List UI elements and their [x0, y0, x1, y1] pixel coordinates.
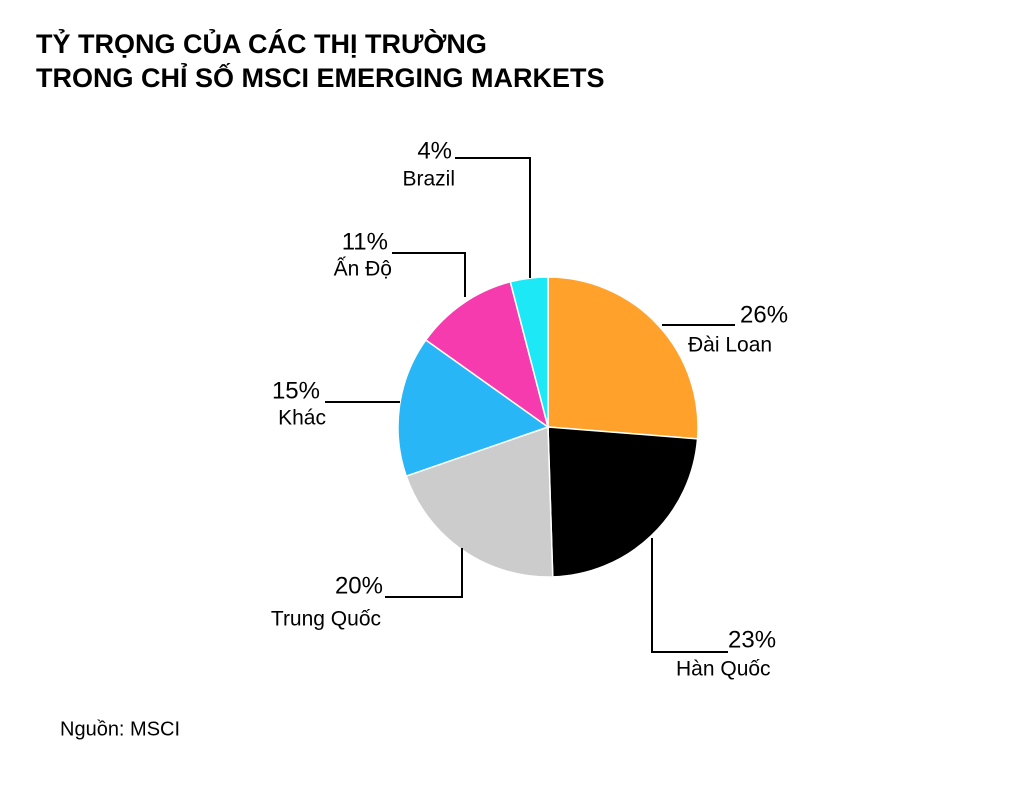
slice-label: Khác: [278, 407, 326, 430]
pie-slice: [547, 426, 699, 578]
slice-label: Hàn Quốc: [676, 658, 771, 681]
pie-slice: [547, 276, 699, 440]
pie-slice: [397, 338, 550, 478]
chart-title: TỶ TRỌNG CỦA CÁC THỊ TRƯỜNG: [36, 27, 487, 59]
value-label: 20%: [335, 572, 383, 599]
source: Nguồn: MSCI: [60, 718, 180, 740]
slice-label: Brazil: [402, 168, 455, 191]
chart-title: TRONG CHỈ SỐ MSCI EMERGING MARKETS: [36, 61, 605, 93]
value-label: 4%: [417, 137, 452, 164]
slice-label: Đài Loan: [688, 334, 772, 357]
value-label: 15%: [272, 377, 320, 404]
value-label: 11%: [342, 228, 388, 255]
leader-line: [385, 548, 463, 598]
leader-line: [455, 157, 531, 278]
slice-label: Ấn Độ: [334, 258, 392, 281]
value-label: 23%: [728, 626, 776, 653]
leader-line: [392, 252, 466, 297]
value-label: 26%: [740, 301, 788, 328]
pie-slice: [509, 276, 549, 428]
pie-slice: [424, 280, 550, 429]
slice-label: Trung Quốc: [271, 608, 381, 631]
leader-line: [651, 538, 728, 653]
